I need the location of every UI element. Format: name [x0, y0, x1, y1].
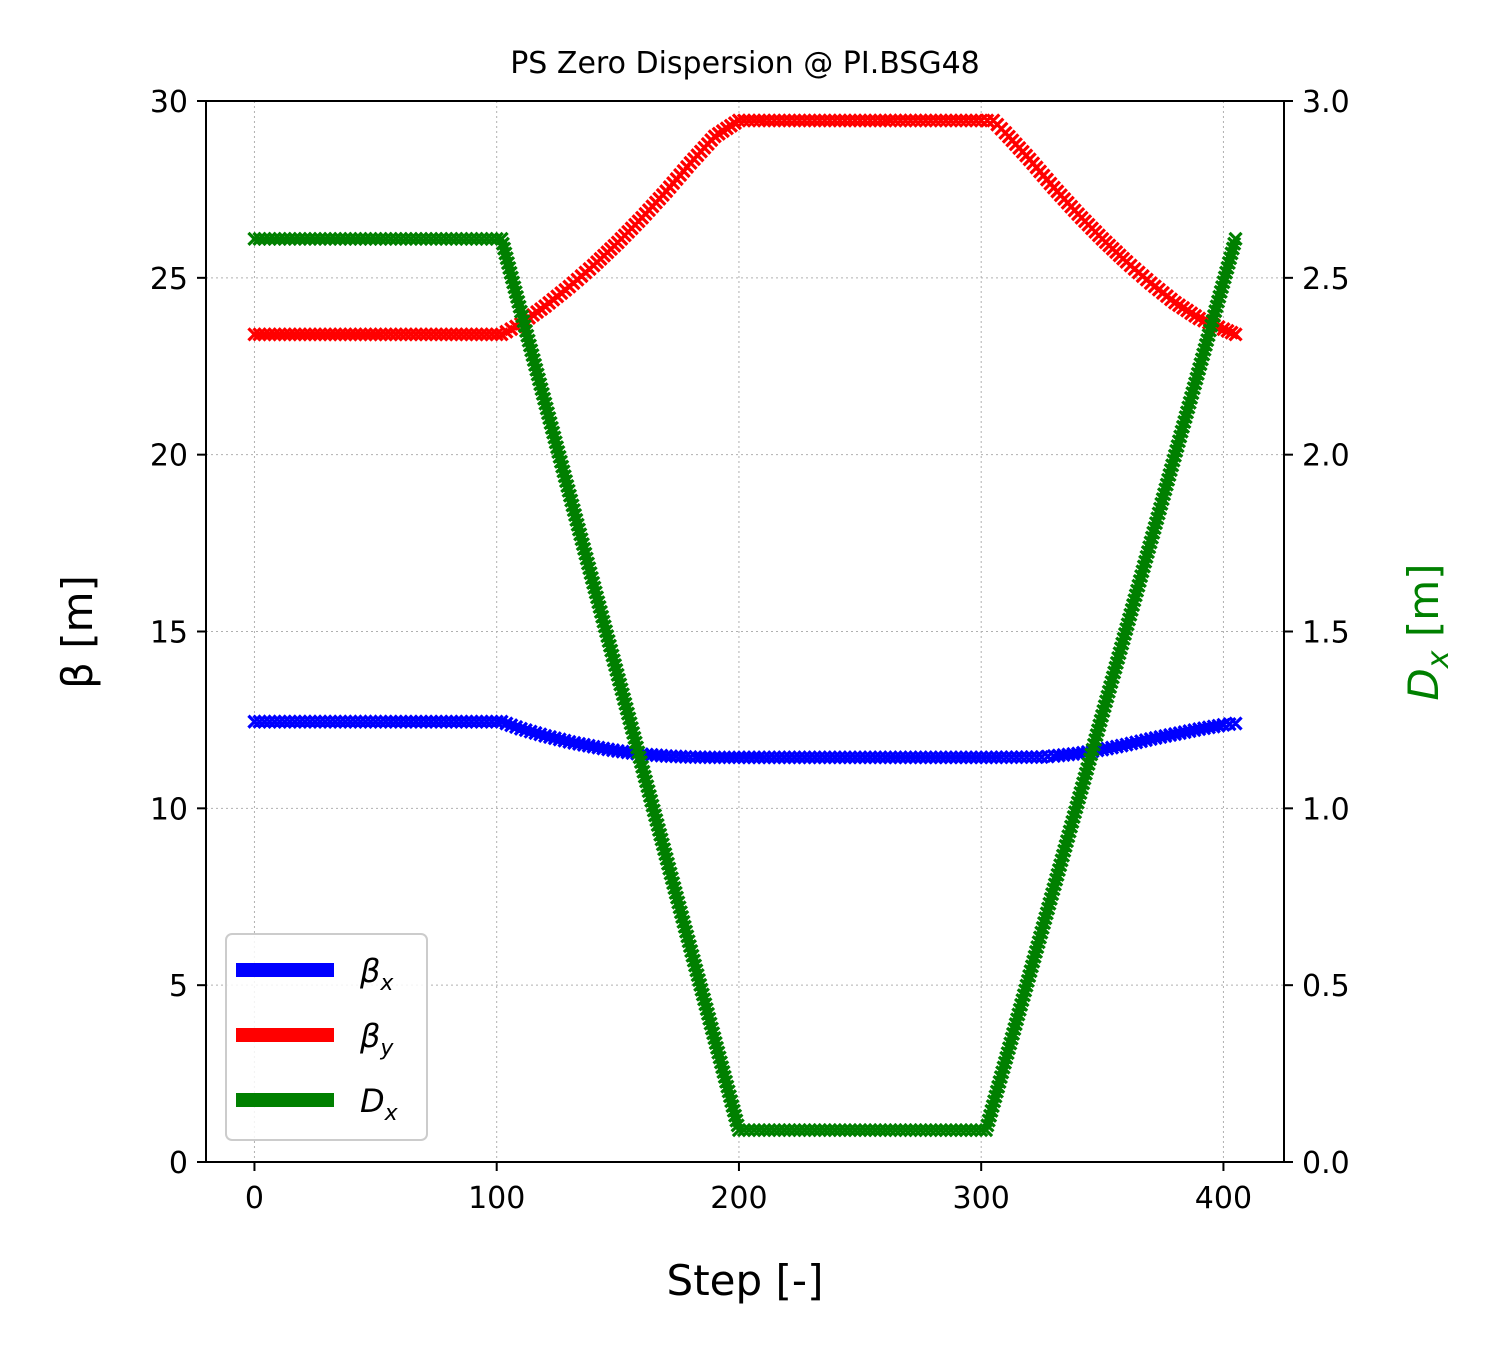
chart-title: PS Zero Dispersion @ PI.BSG48: [510, 46, 980, 81]
series-markers: [247, 231, 1243, 1138]
y-left-tick-label: 5: [169, 969, 188, 1004]
y-axis-right-label-sub: x: [1421, 650, 1456, 669]
y-right-tick-label: 2.0: [1302, 439, 1350, 474]
y-right-tick-label: 0.0: [1302, 1146, 1350, 1181]
legend-label: Dx: [360, 1082, 399, 1126]
series-βy: [247, 113, 1243, 342]
y-right-tick-label: 1.0: [1302, 792, 1350, 827]
legend-label-sub: x: [384, 1101, 399, 1126]
legend-label: βx: [359, 952, 394, 996]
plot-series: [247, 113, 1243, 1138]
x-tick-label: 100: [468, 1181, 525, 1216]
legend-label-main: β: [359, 1017, 380, 1055]
y-left-tick-label: 10: [150, 792, 188, 827]
x-tick-label: 200: [710, 1181, 767, 1216]
y-left-tick-label: 15: [150, 616, 188, 651]
y-axis-right-label: Dx [m]: [1399, 563, 1456, 700]
legend-label: βy: [359, 1017, 394, 1061]
legend-label-main: D: [360, 1082, 385, 1120]
x-tick-label: 300: [953, 1181, 1010, 1216]
y-right-tick-label: 0.5: [1302, 969, 1350, 1004]
legend-label-sub: y: [379, 1036, 394, 1061]
legend-label-sub: x: [379, 971, 394, 996]
series-markers: [247, 113, 1243, 342]
y-right-tick-label: 3.0: [1302, 85, 1350, 120]
y-axis-left-label: β [m]: [53, 575, 102, 689]
axis-ticks: 0 100 200 300 400 0 5 10 15 20 25 30 0.0 0.5 1.0 1.5 2.0…: [150, 85, 1350, 1216]
y-right-tick-label: 1.5: [1302, 616, 1350, 651]
x-tick-label: 400: [1195, 1181, 1252, 1216]
x-tick-label: 0: [245, 1181, 264, 1216]
legend-label-main: β: [359, 952, 380, 990]
grid: [206, 100, 1284, 1163]
y-axis-right-label-main: D: [1399, 668, 1448, 700]
y-left-tick-label: 0: [169, 1146, 188, 1181]
series-markers: [247, 714, 1243, 765]
x-axis-label: Step [-]: [667, 1256, 824, 1305]
y-axis-right-label-unit: [m]: [1399, 563, 1448, 650]
y-left-tick-label: 20: [150, 439, 188, 474]
series-βx: [247, 714, 1243, 765]
series-Dx: [247, 231, 1243, 1138]
y-left-tick-label: 25: [150, 262, 188, 297]
y-right-tick-label: 2.5: [1302, 262, 1350, 297]
y-left-tick-label: 30: [150, 85, 188, 120]
